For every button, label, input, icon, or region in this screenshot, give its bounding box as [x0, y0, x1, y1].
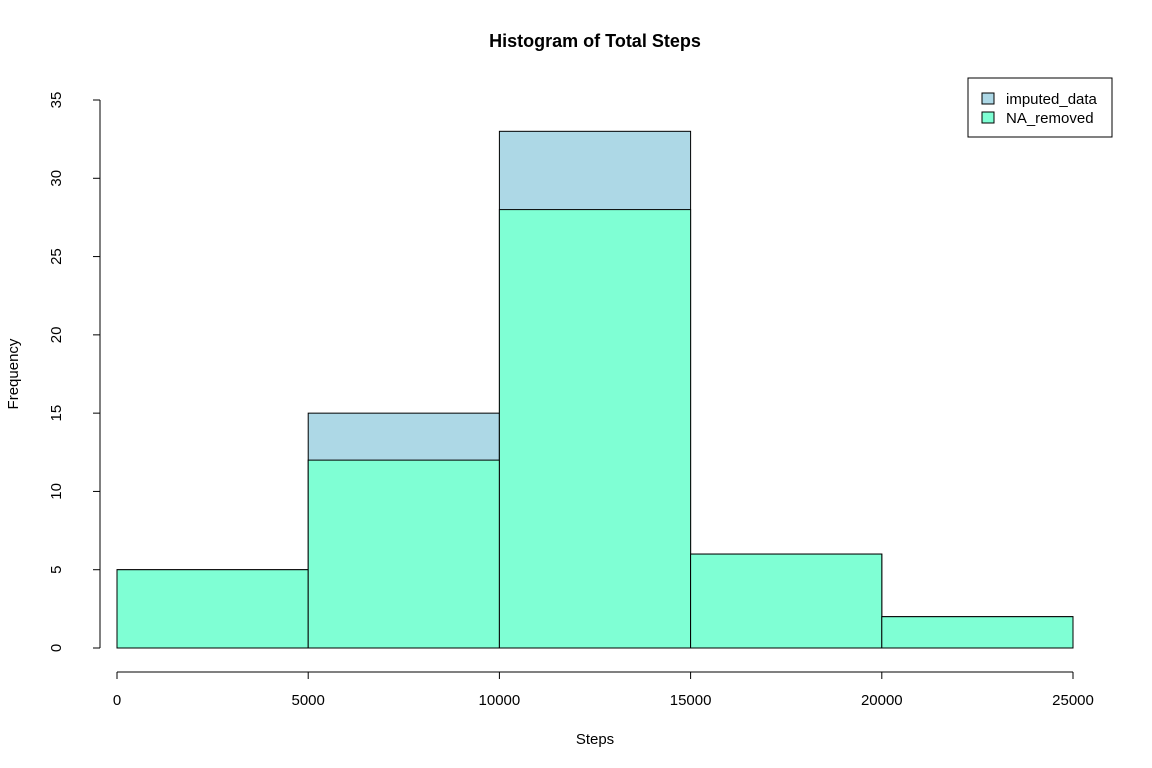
x-axis: 0 5000 10000 15000 20000 25000 [113, 671, 1094, 709]
legend: imputed_data NA_removed [967, 77, 1113, 138]
bars-group [116, 130, 1074, 649]
bar-na-removed-0-5000 [116, 569, 309, 649]
y-tick-label: 10 [48, 483, 65, 500]
x-tick-label: 25000 [1052, 692, 1094, 709]
legend-swatch-na-removed [981, 111, 995, 124]
x-tick-label: 5000 [292, 692, 325, 709]
x-tick-label: 10000 [479, 692, 521, 709]
y-tick-label: 15 [48, 405, 65, 422]
bar-na-removed-5000-10000 [307, 459, 500, 649]
y-tick-label: 5 [48, 566, 65, 574]
y-tick-label: 25 [48, 248, 65, 265]
y-tick-label: 30 [48, 170, 65, 187]
legend-box [967, 77, 1113, 138]
y-tick-label: 20 [48, 327, 65, 344]
y-tick-label: 0 [48, 644, 65, 652]
bar-na-removed-20000-25000 [881, 616, 1074, 649]
chart-title: Histogram of Total Steps [489, 31, 701, 51]
x-axis-label: Steps [576, 731, 614, 748]
x-tick-label: 0 [113, 692, 121, 709]
y-tick-label: 35 [48, 92, 65, 109]
legend-label-imputed-data: imputed_data [1006, 91, 1098, 108]
bar-na-removed-10000-15000 [498, 209, 692, 649]
y-axis: 0 5 10 15 20 25 30 35 [48, 92, 101, 652]
bar-na-removed-15000-20000 [690, 553, 883, 649]
x-tick-label: 20000 [861, 692, 903, 709]
legend-swatch-imputed-data [981, 92, 995, 105]
legend-label-na-removed: NA_removed [1006, 110, 1094, 127]
y-axis-label: Frequency [5, 338, 22, 409]
x-tick-label: 15000 [670, 692, 712, 709]
